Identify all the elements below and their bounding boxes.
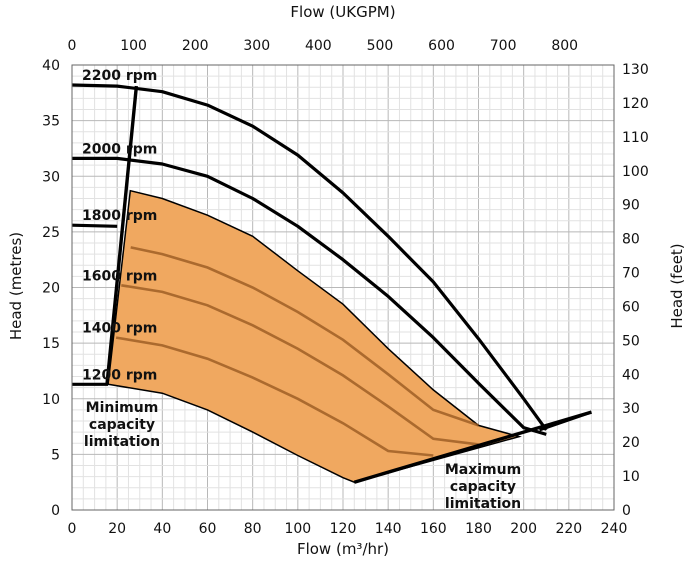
series-group (71, 83, 548, 457)
x-tick-label: 200 (510, 521, 537, 537)
rpm-label: 1200 rpm (82, 367, 157, 383)
limit-lines (105, 85, 592, 484)
y2-tick-label: 10 (622, 469, 640, 485)
note-line: capacity (450, 479, 516, 495)
y2-tick-label: 50 (622, 333, 640, 349)
series-line-inner (115, 336, 434, 457)
series-line (71, 83, 548, 431)
rpm-label: 1800 rpm (82, 208, 157, 224)
y2-tick-label: 80 (622, 232, 640, 248)
x2-axis-title: Flow (UKGPM) (290, 3, 395, 21)
x2-tick-label: 300 (243, 38, 270, 54)
x2-tick-label: 200 (182, 38, 209, 54)
y-tick-label: 5 (51, 447, 60, 463)
x2-tick-label: 400 (305, 38, 332, 54)
x-tick-label: 60 (199, 521, 217, 537)
note-line: Minimum (86, 400, 159, 416)
rpm-label: 1600 rpm (82, 268, 157, 284)
y-tick-label: 15 (42, 336, 60, 352)
series-line (72, 156, 547, 436)
y2-tick-label: 70 (622, 266, 640, 282)
x-tick-label: 0 (68, 521, 77, 537)
min-capacity-label-text: Minimum capacity limitation (84, 400, 160, 450)
x2-tick-label: 700 (490, 38, 517, 54)
y-tick-label: 10 (42, 392, 60, 408)
curve-end-connector (539, 410, 592, 432)
rpm-label: 2000 rpm (82, 141, 157, 157)
y-tick-label: 0 (51, 503, 60, 519)
max-capacity-label-text: Maximum capacity limitation (445, 462, 521, 512)
y-tick-label: 25 (42, 225, 60, 241)
note-line: Maximum (445, 462, 521, 478)
series-line-inner (130, 246, 479, 427)
tick-labels: 0 20 40 60 80 100 120 140 160 180 200 220 2400510152… (42, 38, 649, 537)
x-axis-title: Flow (m³/hr) (297, 540, 389, 558)
y2-tick-label: 0 (622, 503, 631, 519)
operating-region (107, 189, 522, 483)
x-tick-label: 40 (153, 521, 171, 537)
y2-tick-label: 30 (622, 401, 640, 417)
min-capacity-label: Minimum capacity limitation (84, 400, 160, 450)
y2-tick-label: 40 (622, 367, 640, 383)
x-tick-label: 220 (555, 521, 582, 537)
x-tick-label: 80 (244, 521, 262, 537)
x-tick-label: 120 (330, 521, 357, 537)
y-tick-label: 35 (42, 114, 60, 130)
x-tick-label: 20 (108, 521, 126, 537)
note-line: limitation (84, 434, 160, 450)
maximum-capacity-line (353, 410, 592, 484)
y-tick-label: 40 (42, 58, 60, 74)
minimum-capacity-line (105, 85, 139, 385)
rpm-label: 1400 rpm (82, 321, 157, 337)
x-tick-label: 100 (284, 521, 311, 537)
x2-tick-label: 500 (367, 38, 394, 54)
y-tick-label: 20 (42, 281, 60, 297)
x2-tick-label: 0 (68, 38, 77, 54)
y2-tick-label: 130 (622, 62, 649, 78)
y2-tick-label: 100 (622, 164, 649, 180)
series-line-inner (121, 284, 479, 446)
y2-tick-label: 120 (622, 96, 649, 112)
note-line: limitation (445, 496, 521, 512)
y2-axis-title: Head (feet) (668, 243, 686, 328)
note-line: capacity (89, 417, 155, 433)
series-line (71, 223, 118, 228)
y-tick-label: 30 (42, 169, 60, 185)
x-tick-label: 160 (420, 521, 447, 537)
y2-tick-label: 60 (622, 299, 640, 315)
series-labels: 2200 rpm 2000 rpm 1800 rpm 1600 rpm 1400 rpm… (82, 68, 157, 383)
max-capacity-label: Maximum capacity limitation (445, 462, 521, 512)
y2-tick-label: 90 (622, 198, 640, 214)
y-axis-title: Head (metres) (7, 232, 25, 340)
plot-frame (71, 64, 615, 511)
x-tick-label: 240 (601, 521, 628, 537)
y2-tick-label: 20 (622, 435, 640, 451)
x-tick-label: 180 (465, 521, 492, 537)
x2-tick-label: 800 (551, 38, 578, 54)
x2-tick-label: 600 (428, 38, 455, 54)
x2-tick-label: 100 (120, 38, 147, 54)
x-tick-label: 140 (375, 521, 402, 537)
rpm-label: 2200 rpm (82, 68, 157, 84)
y2-tick-label: 110 (622, 130, 649, 146)
